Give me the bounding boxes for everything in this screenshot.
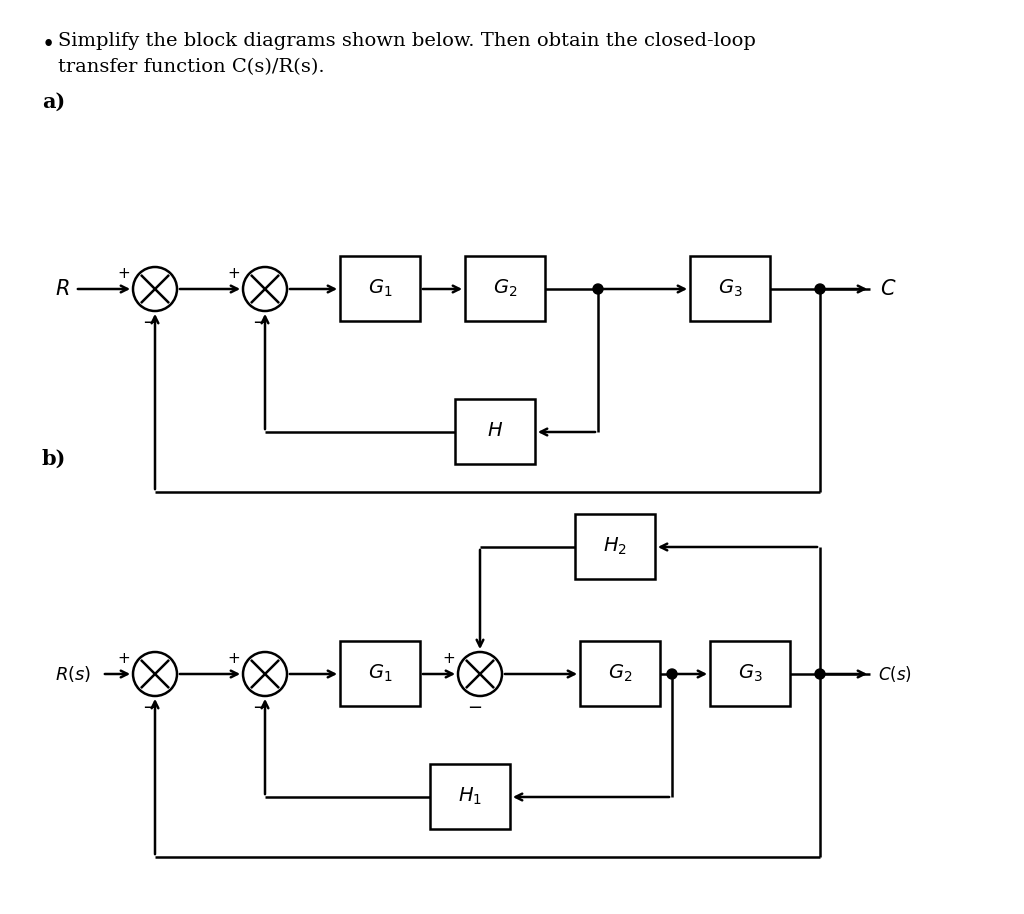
- Text: $G_1$: $G_1$: [368, 663, 392, 685]
- Text: $G_2$: $G_2$: [608, 663, 632, 685]
- Text: +: +: [227, 651, 240, 666]
- Text: +: +: [227, 266, 240, 281]
- Bar: [580, 641, 660, 706]
- Text: $R$: $R$: [55, 279, 70, 299]
- Text: transfer function C(s)/R(s).: transfer function C(s)/R(s).: [58, 58, 325, 76]
- Bar: [690, 256, 770, 321]
- Text: +: +: [118, 266, 130, 281]
- Text: $C(s)$: $C(s)$: [878, 664, 911, 684]
- Bar: [340, 641, 420, 706]
- Text: +: +: [118, 651, 130, 666]
- Bar: [340, 256, 420, 321]
- Text: −: −: [142, 699, 158, 717]
- Text: −: −: [253, 699, 267, 717]
- Bar: [430, 764, 510, 829]
- Text: $G_3$: $G_3$: [737, 663, 762, 685]
- Text: −: −: [253, 314, 267, 332]
- Circle shape: [815, 669, 825, 679]
- Text: $C$: $C$: [880, 279, 896, 299]
- Text: •: •: [42, 34, 55, 56]
- Text: $G_1$: $G_1$: [368, 278, 392, 299]
- Bar: [575, 514, 655, 579]
- Text: b): b): [42, 449, 67, 469]
- Text: $G_2$: $G_2$: [493, 278, 517, 299]
- Text: $R(s)$: $R(s)$: [55, 664, 91, 684]
- Text: $H$: $H$: [487, 422, 503, 441]
- Bar: [710, 641, 790, 706]
- Text: $H_1$: $H_1$: [458, 786, 482, 807]
- Circle shape: [667, 669, 677, 679]
- Text: $G_3$: $G_3$: [718, 278, 742, 299]
- Circle shape: [815, 284, 825, 294]
- Bar: [465, 256, 545, 321]
- Text: −: −: [467, 699, 482, 717]
- Text: −: −: [142, 314, 158, 332]
- Circle shape: [593, 284, 603, 294]
- Text: $H_2$: $H_2$: [603, 536, 627, 558]
- Text: a): a): [42, 92, 66, 112]
- Text: Simplify the block diagrams shown below. Then obtain the closed-loop: Simplify the block diagrams shown below.…: [58, 32, 756, 50]
- Bar: [455, 399, 535, 464]
- Text: +: +: [442, 651, 455, 666]
